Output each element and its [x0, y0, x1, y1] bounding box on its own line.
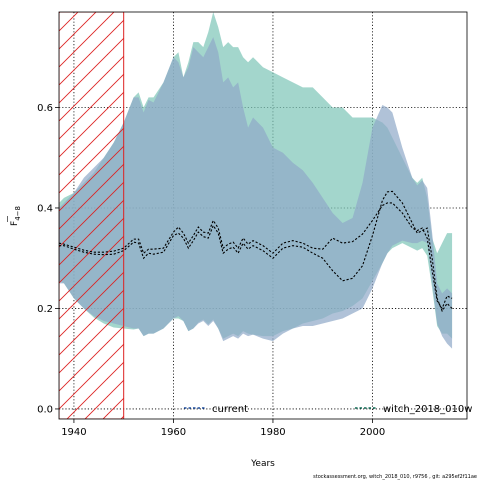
legend-label-witch_2018_010w: witch_2018_010w	[383, 404, 472, 415]
legend-label-current: current	[212, 404, 248, 415]
y-tick-label-0: 0.0	[37, 404, 53, 415]
plot-frame	[58, 11, 468, 420]
series-lines	[59, 190, 453, 313]
hatched-area	[59, 12, 125, 419]
line-witch_2018_010w	[59, 202, 453, 310]
band-current	[59, 37, 453, 349]
x-tick-label-1940: 1940	[61, 427, 86, 438]
x-tick-label-1980: 1980	[260, 427, 285, 438]
x-axis-title: Years	[250, 459, 275, 469]
x-tick-label-1960: 1960	[161, 427, 186, 438]
confidence-bands	[59, 12, 453, 349]
line-current	[59, 190, 453, 313]
y-axis-title-main: F	[10, 221, 20, 226]
legend: current witch_2018_010w	[184, 404, 472, 415]
svg-text:F4−8: F4−8	[10, 206, 22, 226]
y-tick-label-0.2: 0.2	[37, 304, 53, 315]
legend-entry-witch_2018_010w: witch_2018_010w	[355, 404, 472, 415]
y-tick-label-0.6: 0.6	[37, 103, 53, 114]
y-axis-title-sub: 4−8	[14, 206, 22, 221]
footnote: stockassessment.org, witch_2018_010, r97…	[313, 474, 477, 480]
x-tick-label-2000: 2000	[360, 427, 385, 438]
y-tick-label-0.4: 0.4	[37, 203, 53, 214]
hatched-region	[59, 12, 125, 419]
y-axis-title: F4−8	[7, 206, 22, 226]
legend-entry-current: current	[184, 404, 248, 415]
axis-ticks: 1940 1960 1980 2000 0.0 0.2 0.4 0.6	[37, 103, 385, 438]
